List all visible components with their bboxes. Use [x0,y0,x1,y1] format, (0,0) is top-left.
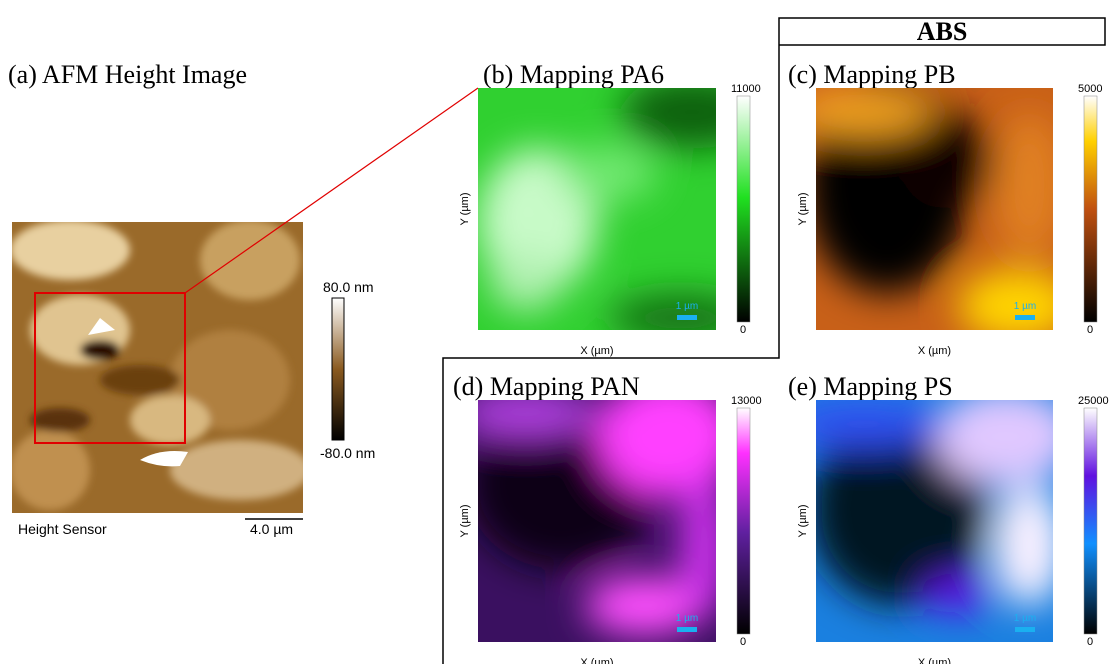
colorbar [736,407,751,635]
mapping-image [478,88,716,330]
panel-title: (d) Mapping PAN [453,372,640,401]
scale-label: 1 µm [1014,301,1036,312]
shade [489,252,562,311]
colorbar-min: -80.0 nm [320,445,375,461]
shade [993,484,1053,606]
colorbar-min: 0 [1087,324,1093,336]
panel-title: (c) Mapping PB [788,60,956,89]
x-axis-label: X (µm) [918,657,951,664]
colorbar-min: 0 [740,636,746,648]
y-axis-label: Y (µm) [797,504,809,537]
colorbar [1083,407,1098,635]
panel-title: (b) Mapping PA6 [483,60,664,89]
mapping-panel: (d) Mapping PAN 1 µm 13000 0 X (µm) Y (µm) [453,372,762,664]
group-label: ABS [917,17,968,46]
scale-label: 4.0 µm [250,521,293,537]
scale-bar [677,315,697,320]
colorbar [331,297,345,441]
shade [597,400,716,497]
colorbar-max: 13000 [731,395,762,407]
mapping-image [816,88,1053,330]
panel-title: (e) Mapping PS [788,372,953,401]
shade [922,574,994,613]
shade [816,88,935,137]
image-shading [816,88,1053,330]
shade [585,576,705,635]
afm-image [12,222,303,513]
shade [993,112,1053,258]
y-axis-label: Y (µm) [797,192,809,225]
group-frame [442,17,1106,664]
colorbar-max: 5000 [1078,83,1102,95]
scale-label: 1 µm [1014,613,1036,624]
x-axis-label: X (µm) [580,657,613,664]
scale-label: 1 µm [676,301,698,312]
shade [816,400,947,449]
x-axis-label: X (µm) [918,345,951,357]
mapping-panel: (e) Mapping PS 1 µm 25000 0 X (µm) Y (µm) [788,372,1109,664]
panel-title: (a) AFM Height Image [8,60,247,89]
shade [561,143,657,202]
shade [898,112,994,209]
shade [680,472,716,618]
y-axis-label: Y (µm) [459,504,471,537]
mapping-image [478,400,716,642]
zoom-region [34,292,186,444]
x-axis-label: X (µm) [580,345,613,357]
colorbar [736,95,751,323]
colorbar-max: 25000 [1078,395,1109,407]
image-shading [816,400,1053,613]
shade [608,293,716,330]
colorbar-max: 11000 [731,83,761,95]
y-axis-label: Y (µm) [459,192,471,225]
image-shading [478,88,716,330]
scale-bar [1015,627,1035,632]
scale-bar [677,627,697,632]
zoom-line [184,87,479,294]
mapping-panel: (c) Mapping PB 1 µm 5000 0 X (µm) Y (µm) [788,60,1102,357]
shade [934,400,1053,485]
colorbar-min: 0 [740,324,746,336]
scale-label: 1 µm [676,613,698,624]
image-shading [478,400,716,635]
mapping-image [816,400,1053,642]
mapping-panel: (b) Mapping PA6 1 µm 11000 0 X (µm) Y (µm) [459,60,761,357]
colorbar-max: 80.0 nm [323,279,374,295]
shade [478,400,597,437]
scale-bar [1015,315,1035,320]
caption: Height Sensor [18,521,107,537]
colorbar-min: 0 [1087,636,1093,648]
shade [620,88,716,149]
colorbar [1083,95,1098,323]
shade [958,269,1053,330]
